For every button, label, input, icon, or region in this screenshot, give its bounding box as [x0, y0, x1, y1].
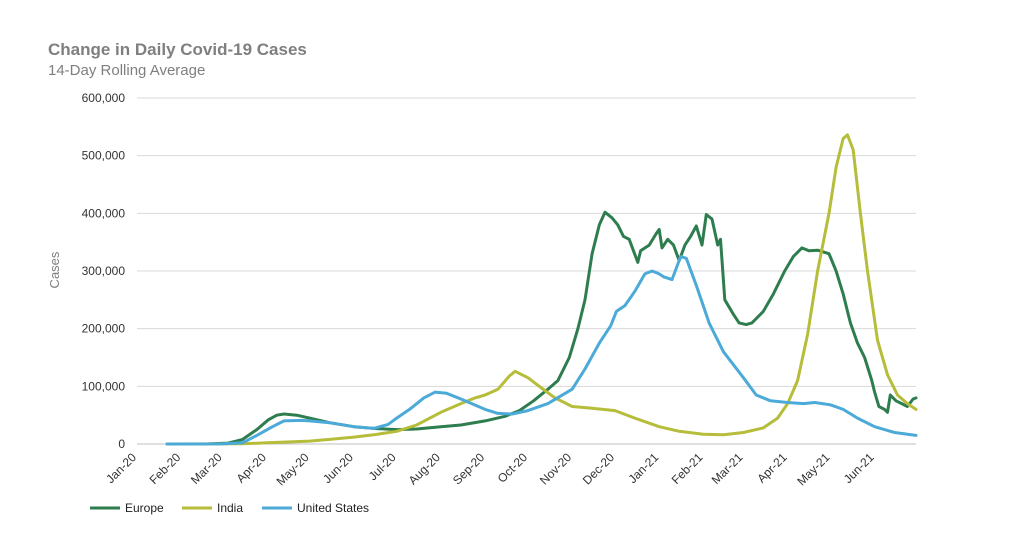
x-tick-label: Sep-20	[450, 450, 487, 487]
legend-label: India	[217, 501, 243, 515]
x-tick-label: Feb-20	[147, 450, 184, 487]
chart-title: Change in Daily Covid-19 Cases	[48, 40, 307, 59]
y-axis-label: Cases	[47, 251, 62, 288]
legend-label: United States	[297, 501, 369, 515]
y-tick-label: 100,000	[82, 379, 126, 393]
legend: Europe India United States	[90, 501, 369, 515]
x-tick-label: Jun-21	[841, 450, 877, 486]
x-tick-label: Aug-20	[406, 450, 443, 487]
series-line-europe	[165, 210, 918, 446]
x-tick-label: Jan-20	[103, 450, 139, 486]
gridlines	[137, 97, 916, 445]
chart-subtitle: 14-Day Rolling Average	[48, 62, 205, 79]
legend-label: Europe	[125, 501, 164, 515]
x-tick-label: May-21	[794, 450, 832, 488]
series-line-india	[165, 133, 918, 446]
x-tick-label: Mar-20	[188, 450, 225, 487]
y-axis-ticks: 0 100,000 200,000 300,000 400,000 500,000 600,…	[82, 91, 126, 451]
y-tick-label: 200,000	[82, 322, 126, 336]
y-tick-label: 500,000	[82, 149, 126, 163]
x-tick-label: May-20	[274, 450, 312, 488]
x-tick-label: Jul-20	[366, 450, 399, 483]
x-tick-label: Apr-21	[754, 450, 790, 486]
x-tick-label: Oct-20	[495, 450, 531, 486]
y-tick-label: 300,000	[82, 264, 126, 278]
x-tick-label: Jun-20	[320, 450, 356, 486]
x-axis-ticks: Jan-20 Feb-20 Mar-20 Apr-20 May-20 Jun-20 Jul-…	[103, 450, 877, 488]
x-tick-label: Apr-20	[234, 450, 270, 486]
series-line-united-states	[165, 255, 918, 446]
x-tick-label: Mar-21	[709, 450, 746, 487]
y-tick-label: 0	[118, 437, 125, 451]
x-tick-label: Dec-20	[580, 450, 617, 487]
y-tick-label: 600,000	[82, 91, 126, 105]
y-tick-label: 400,000	[82, 206, 126, 220]
x-tick-label: Nov-20	[537, 450, 574, 487]
series-lines	[165, 133, 918, 446]
x-tick-label: Jan-21	[625, 450, 661, 486]
x-tick-label: Feb-21	[669, 450, 706, 487]
